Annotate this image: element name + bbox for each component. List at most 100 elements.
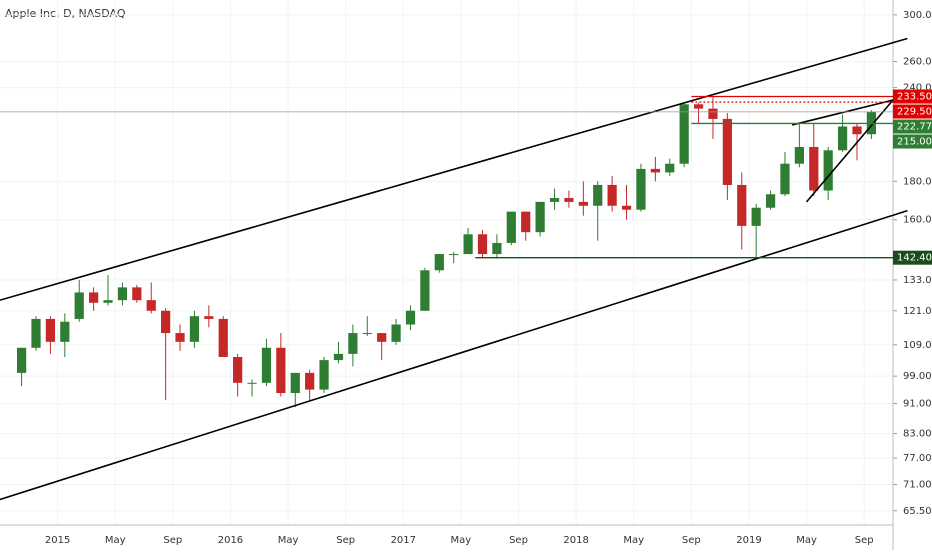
candle-body [175,333,185,342]
candle-body [16,347,27,373]
candle-body [276,347,286,394]
candle-body [132,287,142,301]
x-tick-label: Sep [682,535,701,546]
y-tick-label: 180.00 [903,176,932,187]
candle-body [189,316,200,342]
candle-body [218,318,228,357]
x-tick-label: May [451,535,472,546]
x-tick-label: 2017 [391,535,416,546]
price-label: 222.77 [897,122,932,133]
y-tick-label: 91.00 [903,399,932,410]
candle-body [737,184,747,226]
candle-body [247,382,257,384]
x-tick-label: May [105,535,126,546]
candle-body [60,321,70,342]
candle-body [578,201,588,206]
candle-body [837,126,848,151]
y-tick-label: 260.00 [903,56,932,67]
candle-body [607,184,617,206]
candle-body [45,318,56,342]
price-label: 229.50 [897,107,932,118]
y-tick-label: 109.00 [903,340,932,351]
candle-body [621,205,632,210]
candle-body [679,104,689,164]
candle-body [103,300,113,303]
candle-body [823,150,833,191]
price-label: 215.00 [897,137,932,148]
candle-body [665,163,675,173]
x-tick-label: May [278,535,299,546]
candle-body [377,333,387,342]
price-label-bg [893,89,932,104]
candle-body [89,292,99,303]
x-tick-label: Sep [336,535,355,546]
x-tick-label: May [623,535,644,546]
candle-body [31,318,41,348]
candle-body [420,270,430,311]
y-tick-label: 71.00 [903,479,932,490]
y-tick-label: 83.00 [903,429,932,440]
candle-body [693,104,704,109]
trend-line [0,209,908,501]
candle-body [348,333,358,354]
x-tick-label: Sep [163,535,182,546]
candle-body [794,146,804,164]
candle-body [146,300,156,311]
candle-body [161,310,171,334]
chart-title: Apple Inc, D, NASDAQ [5,7,126,20]
y-tick-label: 65.50 [903,506,932,517]
candle-body [405,310,416,325]
candle-body [204,316,214,319]
candle-body [362,333,372,335]
candle-body [593,184,603,206]
y-tick-label: 121.00 [903,306,932,317]
candle-body [434,254,444,271]
y-tick-label: 300.00 [903,10,932,21]
candle-body [636,168,646,210]
candle-body [261,347,272,383]
candle-body [852,126,862,135]
candle-body [391,324,401,342]
price-label-bg [893,119,932,134]
trend-line [0,37,908,301]
candle-body [650,168,660,173]
trend-line [805,99,894,203]
candle-body [809,146,819,191]
x-tick-label: 2016 [218,535,243,546]
trend-line [791,99,894,126]
price-label-bg [893,250,932,265]
candle-body [477,234,488,255]
x-tick-label: Sep [509,535,528,546]
y-tick-label: 99.00 [903,371,932,382]
candle-body [233,356,243,383]
y-tick-label: 133.00 [903,275,932,286]
candle-body [506,211,516,243]
candle-body [319,360,329,390]
candle-body [564,198,574,202]
candle-body [492,242,502,255]
candle-body [708,108,718,119]
candle-body [305,372,315,390]
x-tick-label: May [796,535,817,546]
price-label-bg [893,134,932,149]
candle-body [463,234,473,255]
x-tick-label: Sep [855,535,874,546]
candle-body [117,287,128,301]
candle-body [765,194,776,208]
candle-body [333,353,344,361]
y-tick-label: 160.00 [903,215,932,226]
x-tick-label: 2015 [45,535,70,546]
price-label: 233.50 [897,92,932,103]
x-tick-label: 2018 [563,535,588,546]
candle-body [521,211,531,233]
candle-body [449,254,459,256]
y-tick-label: 240.00 [903,83,932,94]
candle-body [722,118,732,185]
candle-body [535,201,545,233]
candle-body [549,198,560,202]
price-label: 142.40 [897,253,932,264]
x-tick-label: 2019 [736,535,761,546]
y-tick-label: 77.00 [903,453,932,464]
